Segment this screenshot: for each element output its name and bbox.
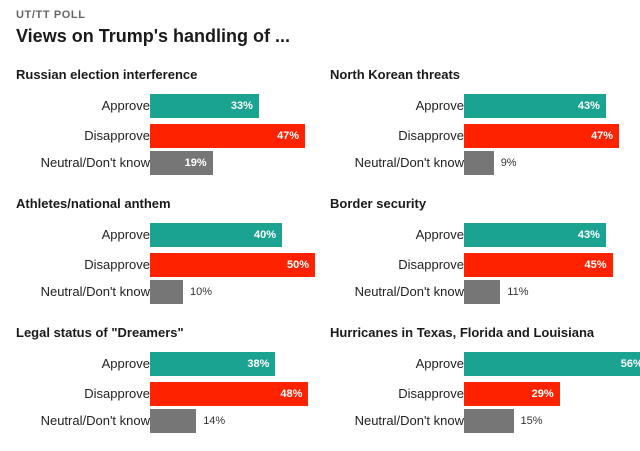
category-label: Approve — [415, 356, 464, 371]
bar-row-disapprove: Disapprove 48% — [16, 382, 316, 406]
bar-disapprove — [150, 253, 315, 277]
bar-approve — [150, 94, 259, 118]
bar-approve — [464, 352, 640, 376]
chart-panel: Border security Approve 43% Disapprove 45% Ne… — [330, 196, 630, 316]
data-label: 43% — [577, 229, 600, 241]
bar-approve — [150, 352, 276, 376]
data-label: 19% — [184, 157, 207, 169]
data-label: 33% — [230, 100, 253, 112]
data-label: 47% — [591, 130, 614, 142]
bar-row-disapprove: Disapprove 47% — [330, 124, 630, 148]
bar-approve — [464, 94, 606, 118]
chart-title: Russian election interference — [16, 67, 198, 82]
bar-row-neutral: Neutral/Don't know 19% — [16, 151, 316, 175]
data-label: 56% — [620, 358, 640, 370]
category-label: Neutral/Don't know — [354, 284, 464, 299]
category-label: Approve — [101, 356, 150, 371]
data-label: 50% — [286, 259, 309, 271]
data-label: 48% — [280, 388, 303, 400]
bar-row-neutral: Neutral/Don't know 15% — [330, 409, 630, 433]
category-label: Approve — [415, 98, 464, 113]
chart-title: Hurricanes in Texas, Florida and Louisia… — [330, 325, 595, 340]
category-label: Neutral/Don't know — [40, 284, 150, 299]
category-label: Neutral/Don't know — [40, 413, 150, 428]
bar-approve — [464, 223, 606, 247]
bar-row-approve: Approve 43% — [330, 94, 630, 118]
poll-kicker: UT/TT POLL — [16, 9, 86, 21]
category-label: Neutral/Don't know — [40, 155, 150, 170]
data-label: 9% — [500, 157, 517, 169]
bar-row-approve: Approve 40% — [16, 223, 316, 247]
bar-row-disapprove: Disapprove 50% — [16, 253, 316, 277]
data-label: 11% — [507, 286, 529, 298]
bar-row-disapprove: Disapprove 45% — [330, 253, 630, 277]
bar-row-approve: Approve 33% — [16, 94, 316, 118]
bar-neutral — [150, 151, 213, 175]
chart-panel: Hurricanes in Texas, Florida and Louisia… — [330, 325, 640, 445]
category-label: Disapprove — [84, 128, 150, 143]
data-label: 29% — [531, 388, 554, 400]
bar-neutral — [464, 151, 494, 175]
chart-panel: North Korean threats Approve 43% Disapprove… — [330, 67, 630, 187]
chart-title: North Korean threats — [330, 67, 461, 82]
bar-row-approve: Approve 38% — [16, 352, 316, 376]
data-label: 14% — [203, 415, 226, 427]
data-label: 10% — [190, 286, 213, 298]
chart-panel: Legal status of "Dreamers" Approve 38% Disa… — [16, 325, 316, 445]
bar-approve — [150, 223, 282, 247]
data-label: 47% — [277, 130, 300, 142]
category-label: Approve — [101, 227, 150, 242]
category-label: Approve — [101, 98, 150, 113]
bar-neutral — [464, 409, 514, 433]
bar-row-neutral: Neutral/Don't know 14% — [16, 409, 316, 433]
category-label: Disapprove — [398, 257, 464, 272]
bar-disapprove — [464, 253, 613, 277]
bar-row-neutral: Neutral/Don't know 9% — [330, 151, 630, 175]
category-label: Disapprove — [398, 386, 464, 401]
category-label: Approve — [415, 227, 464, 242]
bar-disapprove — [464, 382, 560, 406]
bar-disapprove — [150, 124, 306, 148]
bar-row-neutral: Neutral/Don't know 10% — [16, 280, 316, 304]
chart-title: Athletes/national anthem — [16, 196, 171, 211]
chart-panel: Athletes/national anthem Approve 40% Disapp… — [16, 196, 316, 316]
data-label: 38% — [247, 358, 270, 370]
chart-main-title: Views on Trump's handling of ... — [16, 26, 290, 46]
chart-title: Border security — [330, 196, 427, 211]
bar-row-approve: Approve 43% — [330, 223, 630, 247]
bar-row-disapprove: Disapprove 47% — [16, 124, 316, 148]
category-label: Disapprove — [84, 386, 150, 401]
category-label: Disapprove — [398, 128, 464, 143]
data-label: 15% — [520, 415, 543, 427]
bar-row-approve: Approve 56% — [330, 352, 640, 376]
bar-neutral — [464, 280, 501, 304]
bar-disapprove — [150, 382, 309, 406]
bar-disapprove — [464, 124, 620, 148]
chart-panel: Russian election interference Approve 33% D… — [16, 67, 316, 187]
data-label: 43% — [577, 100, 600, 112]
bar-row-neutral: Neutral/Don't know 11% — [330, 280, 630, 304]
data-label: 45% — [584, 259, 607, 271]
category-label: Neutral/Don't know — [354, 413, 464, 428]
category-label: Neutral/Don't know — [354, 155, 464, 170]
bar-neutral — [150, 280, 183, 304]
chart-title: Legal status of "Dreamers" — [16, 325, 184, 340]
category-label: Disapprove — [84, 257, 150, 272]
data-label: 40% — [253, 229, 276, 241]
bar-neutral — [150, 409, 197, 433]
bar-row-disapprove: Disapprove 29% — [330, 382, 630, 406]
